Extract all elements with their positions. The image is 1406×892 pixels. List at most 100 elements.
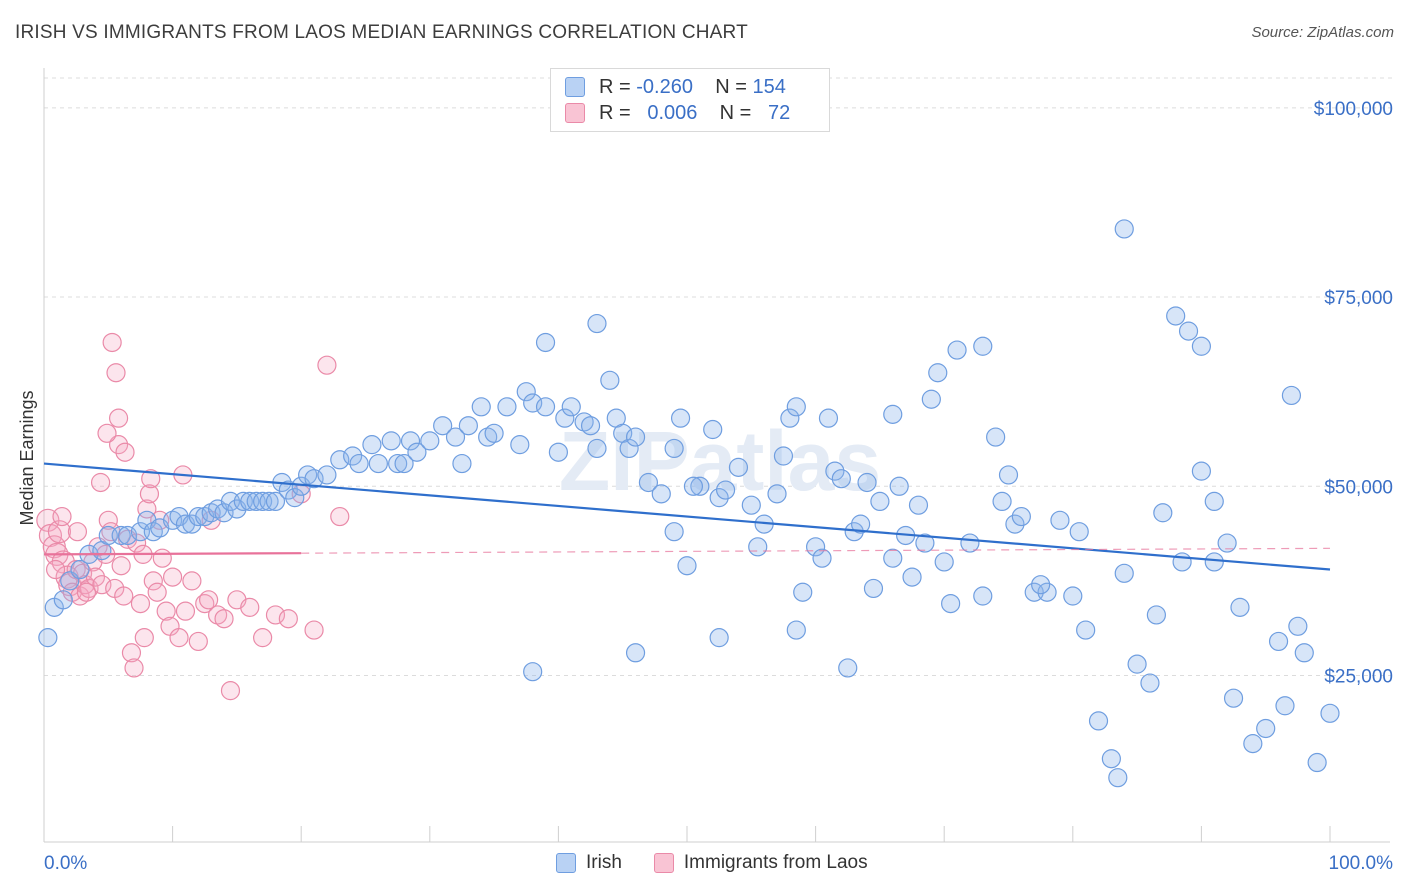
irish-point (1256, 718, 1276, 739)
irish-point (960, 533, 980, 553)
irish-point (433, 416, 453, 436)
legend-label-laos: Immigrants from Laos (683, 852, 868, 873)
irish-point (1307, 752, 1327, 773)
irish-point (709, 628, 729, 648)
irish-point (471, 397, 491, 417)
laos-point (134, 628, 154, 648)
irish-point (664, 438, 684, 459)
laos-point (330, 506, 350, 527)
irish-point (1288, 616, 1308, 636)
irish-point (941, 593, 961, 614)
irish-point (1204, 552, 1224, 572)
source-note: Source: ZipAtlas.com (1251, 24, 1394, 41)
irish-point (111, 525, 131, 546)
irish-point (458, 416, 478, 436)
series-legend: Irish Immigrants from Laos (556, 852, 900, 874)
laos-point (220, 681, 241, 701)
irish-point (786, 397, 806, 417)
irish-point (362, 435, 382, 455)
legend-r-label: R = (599, 101, 631, 124)
irish-point (1294, 643, 1314, 663)
laos-point (182, 571, 202, 591)
irish-point (973, 586, 993, 606)
legend-r-value: 0.006 (647, 101, 698, 124)
legend-item-irish: Irish (556, 852, 622, 874)
irish-point (1166, 306, 1186, 326)
irish-point (510, 435, 530, 455)
irish-point (38, 628, 58, 648)
irish-point (1011, 506, 1031, 527)
irish-point (870, 491, 890, 512)
irish-point (368, 453, 388, 474)
y-axis-label: Median Earnings (17, 390, 37, 525)
irish-point (831, 469, 851, 489)
laos-point (265, 605, 286, 625)
irish-point (388, 453, 408, 474)
laos-swatch (565, 103, 585, 123)
laos-point (97, 423, 117, 443)
legend-row-irish: R = -0.260 N = 154 (565, 74, 786, 100)
irish-point (703, 419, 723, 440)
irish-point (928, 363, 948, 383)
laos-point (98, 510, 118, 530)
irish-point (825, 461, 845, 481)
laos-point (139, 484, 160, 504)
irish-point (773, 446, 794, 466)
legend-n-label: N = (715, 75, 747, 98)
irish-point (1320, 703, 1340, 723)
irish-point (1191, 461, 1212, 481)
laos-point (47, 520, 72, 544)
irish-point (516, 382, 536, 402)
chart-title: IRISH VS IMMIGRANTS FROM LAOS MEDIAN EAR… (15, 22, 748, 43)
laos-point (188, 631, 208, 652)
irish-point (400, 431, 421, 451)
irish-point (1050, 510, 1070, 530)
irish-point (1088, 711, 1109, 731)
irish-point (851, 514, 871, 534)
irish-point (188, 506, 208, 527)
laos-point (137, 499, 157, 519)
irish-point (651, 484, 671, 504)
irish-point (445, 427, 466, 447)
irish-point (349, 453, 369, 474)
irish-point (889, 476, 909, 496)
y-tick-label: $25,000 (1324, 666, 1393, 687)
legend-n-value: 154 (752, 75, 786, 98)
irish-point (1005, 514, 1025, 534)
irish-point (394, 453, 414, 474)
laos-legend-swatch (653, 853, 674, 873)
irish-point (265, 491, 286, 512)
legend-r-value: -0.260 (636, 75, 693, 98)
laos-point (199, 590, 219, 610)
irish-point (838, 658, 858, 678)
irish-point (452, 453, 472, 474)
laos-trend-line (43, 552, 302, 556)
laos-point (52, 506, 72, 527)
irish-points (38, 219, 1340, 788)
irish-point (259, 491, 279, 512)
correlation-legend: R = -0.260 N = 154 R = 0.006 N = 72 (550, 68, 830, 132)
laos-point (114, 586, 134, 606)
y-tick-label: $100,000 (1314, 99, 1393, 120)
irish-point (670, 408, 691, 428)
laos-point (90, 472, 111, 493)
laos-point (76, 582, 97, 602)
irish-point (317, 465, 337, 485)
laos-point (163, 567, 183, 587)
irish-point (908, 495, 929, 515)
irish-point (1127, 654, 1147, 674)
laos-point (195, 593, 215, 614)
irish-point (535, 332, 556, 353)
irish-point (53, 590, 73, 610)
irish-point (793, 582, 813, 602)
irish-point (407, 442, 427, 462)
irish-point (1281, 385, 1302, 406)
irish-point (555, 408, 575, 428)
laos-point (253, 628, 273, 648)
irish-point (715, 480, 736, 500)
laos-point (240, 597, 260, 617)
laos-point (141, 469, 161, 489)
irish-point (1268, 631, 1289, 652)
irish-point (748, 537, 768, 557)
irish-point (767, 484, 787, 504)
